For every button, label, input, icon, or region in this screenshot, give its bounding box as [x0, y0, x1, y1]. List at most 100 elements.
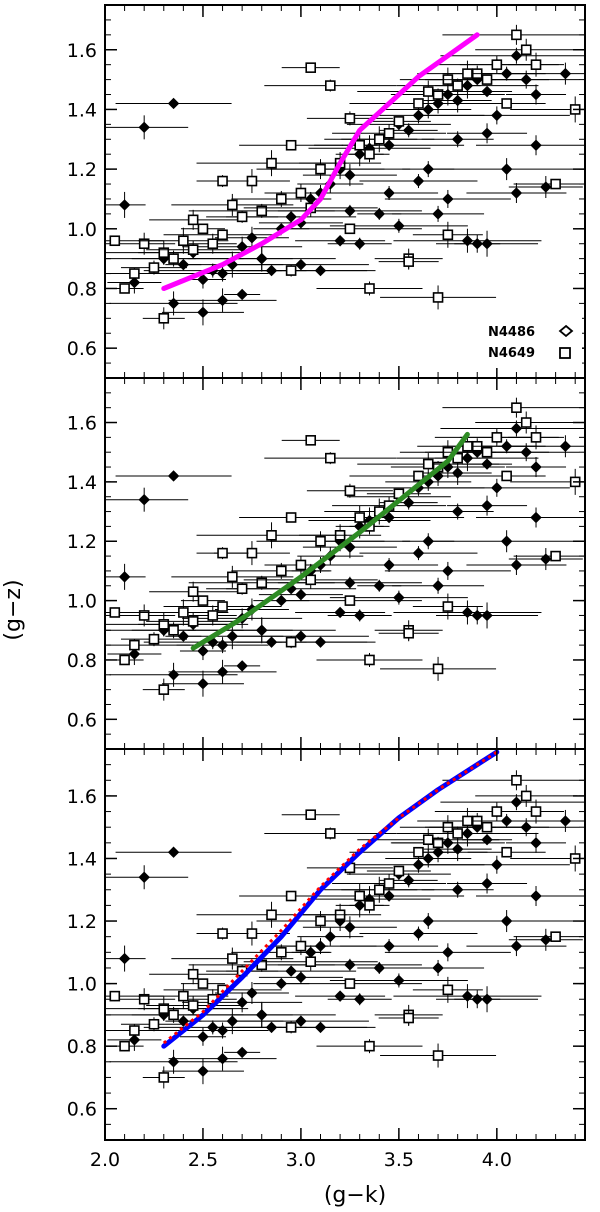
point-n4486	[481, 609, 493, 622]
point-n4486	[373, 962, 385, 974]
point-n4486	[451, 94, 464, 107]
point-n4486	[481, 877, 493, 890]
point-n4486	[353, 993, 366, 1005]
point-n4486	[344, 205, 356, 217]
model-curve-0	[161, 749, 500, 1049]
point-n4486	[128, 276, 141, 289]
point-n4649	[403, 256, 414, 267]
point-n4649	[285, 512, 297, 523]
point-n4649	[119, 1040, 130, 1052]
point-n4649	[266, 157, 277, 169]
point-n4486	[481, 993, 493, 1005]
point-n4649	[491, 806, 503, 817]
point-n4649	[285, 265, 297, 276]
point-n4649	[158, 619, 170, 630]
point-n4649	[109, 235, 121, 247]
point-n4649	[148, 1018, 160, 1030]
point-n4649	[285, 1022, 297, 1033]
point-n4649	[305, 574, 317, 586]
point-n4649	[256, 577, 268, 589]
y-tick-label: 1.4	[67, 848, 97, 870]
point-n4649	[413, 470, 424, 482]
point-n4486	[461, 990, 474, 1002]
point-n4486	[383, 890, 395, 902]
point-n4649	[442, 601, 454, 612]
point-n4649	[325, 80, 336, 91]
point-n4649	[530, 432, 542, 443]
point-n4649	[481, 74, 493, 85]
point-n4649	[344, 113, 356, 124]
point-n4486	[451, 884, 464, 896]
point-n4486	[500, 163, 513, 175]
point-n4486	[412, 109, 425, 122]
point-n4649	[217, 229, 228, 241]
point-n4649	[432, 292, 444, 303]
point-n4649	[550, 178, 561, 190]
point-n4486	[197, 273, 209, 286]
point-n4486	[334, 606, 346, 619]
point-n4649	[129, 639, 140, 651]
point-n4649	[285, 636, 297, 648]
point-n4486	[344, 169, 356, 181]
point-n4486	[500, 915, 513, 927]
point-n4486	[412, 927, 425, 940]
plot-area	[105, 397, 585, 701]
point-n4486	[138, 871, 150, 883]
x-tick-label: 2.5	[188, 1149, 218, 1171]
point-n4486	[256, 252, 268, 265]
point-n4649	[422, 834, 434, 846]
point-n4649	[217, 928, 228, 939]
point-n4649	[246, 175, 258, 187]
plot-area	[105, 749, 585, 1089]
point-n4649	[305, 956, 317, 968]
legend-square-marker	[559, 347, 571, 359]
point-n4486	[118, 199, 131, 211]
point-n4486	[442, 193, 454, 205]
point-n4649	[129, 1025, 140, 1036]
point-n4486	[197, 1031, 209, 1043]
point-n4486	[451, 467, 464, 479]
point-n4486	[559, 67, 572, 80]
point-n4649	[462, 68, 473, 79]
point-n4649	[168, 253, 179, 264]
point-n4649	[227, 953, 238, 964]
point-n4486	[216, 1052, 229, 1065]
point-n4649	[344, 223, 356, 235]
point-n4486	[383, 187, 395, 199]
point-n4486	[530, 837, 542, 849]
point-n4486	[442, 946, 454, 959]
point-n4486	[373, 580, 385, 592]
point-n4649	[403, 627, 414, 639]
point-n4649	[138, 238, 150, 250]
point-n4649	[373, 133, 385, 145]
point-n4486	[236, 1046, 248, 1059]
point-n4649	[422, 86, 434, 97]
point-n4486	[216, 294, 229, 307]
point-n4649	[305, 809, 317, 820]
point-n4486	[530, 461, 542, 473]
point-n4486	[510, 940, 523, 952]
point-n4649	[315, 535, 326, 547]
point-n4486	[481, 238, 493, 250]
point-n4486	[197, 1065, 209, 1077]
point-n4649	[520, 417, 532, 428]
point-n4486	[432, 580, 444, 592]
point-n4486	[138, 493, 150, 506]
point-n4649	[295, 559, 307, 571]
y-tick-label: 0.6	[67, 1099, 97, 1121]
point-n4649	[256, 205, 268, 217]
point-n4649	[383, 878, 395, 889]
point-n4649	[158, 247, 170, 258]
x-tick-label: 3.0	[286, 1149, 316, 1171]
point-n4649	[511, 774, 522, 786]
point-n4649	[442, 229, 454, 241]
point-n4649	[452, 828, 463, 839]
point-n4649	[315, 915, 326, 927]
point-n4649	[178, 607, 189, 618]
point-n4649	[462, 815, 473, 827]
point-n4486	[432, 962, 444, 974]
panel-middle: 0.6 0.8 1.0 1.2 1.4 1.6	[67, 377, 586, 750]
point-n4649	[138, 993, 150, 1005]
point-n4649	[197, 978, 209, 989]
